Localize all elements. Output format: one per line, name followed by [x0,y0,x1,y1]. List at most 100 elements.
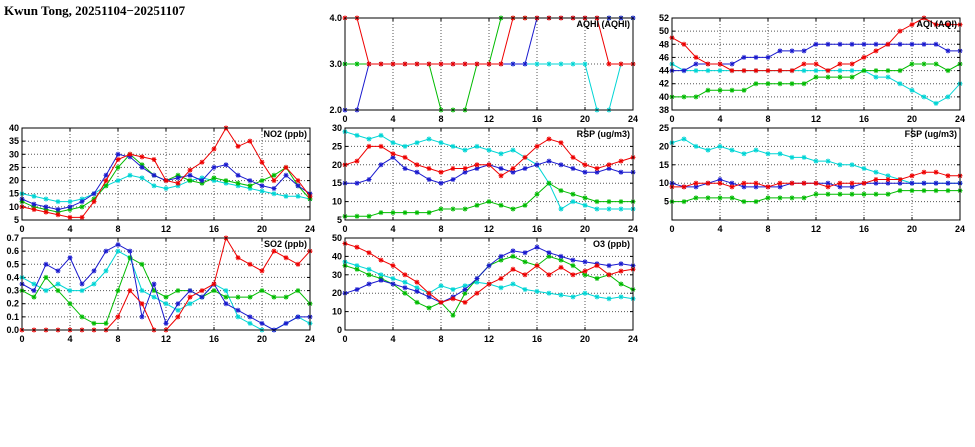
y-tick-label: 3.0 [329,59,342,69]
y-tick-label: 20 [332,288,342,298]
chart-canvas-no2: 0 4 8 12 16 20 24 5 10 15 20 25 30 35 40 NO2 (ppb) [9,123,315,234]
x-tick-label: 0 [19,334,24,344]
x-tick-label: 24 [305,334,315,344]
x-tick-label: 8 [765,224,770,234]
y-tick-label: 20 [332,160,342,170]
x-tick-label: 24 [628,224,638,234]
y-tick-label: 0.7 [6,233,19,243]
chart-canvas-o3: 0 4 8 12 16 20 24 0 10 20 30 40 50 O3 (ppb) [332,233,638,344]
chart-aqhi: 0 4 8 12 16 20 24 2.0 3.0 4.0 AQHI (AQHI) [323,12,641,126]
y-tick-label: 25 [659,123,669,133]
y-tick-label: 5 [664,197,669,207]
y-tick-label: 44 [659,66,669,76]
x-tick-label: 8 [115,334,120,344]
chart-canvas-so2: 0 4 8 12 16 20 24 0.0 0.1 0.2 0.3 0.4 0.5 0.6 0.7 SO2 (… [6,233,315,344]
x-tick-label: 20 [907,114,917,124]
y-tick-label: 46 [659,52,669,62]
y-tick-label: 30 [9,149,19,159]
x-tick-label: 0 [342,334,347,344]
chart-fsp: 0 4 8 12 16 20 24 5 10 15 20 25 FSP (ug/m3) [650,122,968,236]
y-tick-label: 50 [659,26,669,36]
y-tick-label: 0.0 [6,325,19,335]
y-tick-label: 15 [659,160,669,170]
y-tick-label: 10 [9,202,19,212]
x-tick-label: 4 [390,114,395,124]
x-tick-label: 8 [765,114,770,124]
x-tick-label: 20 [257,224,267,234]
y-tick-label: 10 [332,307,342,317]
y-tick-label: 30 [332,270,342,280]
y-tick-label: 35 [9,136,19,146]
y-tick-label: 42 [659,79,669,89]
y-tick-label: 30 [332,123,342,133]
x-tick-label: 16 [532,334,542,344]
x-tick-label: 20 [907,224,917,234]
x-tick-label: 12 [161,224,171,234]
x-tick-label: 12 [811,224,821,234]
chart-o3: 0 4 8 12 16 20 24 0 10 20 30 40 50 O3 (ppb) [323,232,641,346]
chart-title-fsp: FSP (ug/m3) [905,129,957,139]
chart-aqi: 0 4 8 12 16 20 24 38 40 42 44 46 48 50 52 AQI (AQI) [650,12,968,126]
chart-title-no2: NO2 (ppb) [264,129,308,139]
x-tick-label: 4 [717,224,722,234]
chart-title-so2: SO2 (ppb) [264,239,307,249]
y-tick-label: 20 [9,176,19,186]
x-tick-label: 4 [717,114,722,124]
y-tick-label: 20 [659,141,669,151]
x-tick-label: 16 [209,224,219,234]
y-tick-label: 40 [332,251,342,261]
chart-title-aqhi: AQHI (AQHI) [577,19,631,29]
x-tick-label: 4 [67,334,72,344]
x-tick-label: 0 [19,224,24,234]
x-tick-label: 16 [532,114,542,124]
y-tick-label: 10 [659,178,669,188]
x-tick-label: 4 [390,224,395,234]
x-tick-label: 0 [342,224,347,234]
y-tick-label: 52 [659,13,669,23]
y-tick-label: 10 [332,197,342,207]
y-tick-label: 4.0 [329,13,342,23]
x-tick-label: 16 [209,334,219,344]
series-red [669,169,963,190]
y-tick-label: 0 [337,325,342,335]
series-cyan [342,259,636,302]
y-tick-label: 0.1 [6,312,19,322]
chart-canvas-rsp: 0 4 8 12 16 20 24 5 10 15 20 25 30 RSP (ug/m3) [332,123,638,234]
x-tick-label: 4 [67,224,72,234]
x-tick-label: 24 [628,114,638,124]
y-tick-label: 40 [659,92,669,102]
x-tick-label: 20 [580,224,590,234]
x-tick-label: 16 [859,224,869,234]
y-tick-label: 40 [9,123,19,133]
y-tick-label: 25 [332,141,342,151]
x-tick-label: 8 [115,224,120,234]
x-tick-label: 20 [580,334,590,344]
y-tick-label: 5 [337,215,342,225]
y-tick-label: 0.3 [6,286,19,296]
y-tick-label: 0.4 [6,272,19,282]
x-tick-label: 24 [628,334,638,344]
x-tick-label: 24 [305,224,315,234]
chart-rsp: 0 4 8 12 16 20 24 5 10 15 20 25 30 RSP (ug/m3) [323,122,641,236]
y-tick-label: 15 [332,178,342,188]
y-tick-label: 2.0 [329,105,342,115]
x-tick-label: 12 [811,114,821,124]
x-tick-label: 24 [955,114,965,124]
chart-title-rsp: RSP (ug/m3) [577,129,630,139]
y-tick-label: 48 [659,39,669,49]
y-tick-label: 0.5 [6,259,19,269]
y-tick-label: 0.2 [6,299,19,309]
x-tick-label: 24 [955,224,965,234]
x-tick-label: 16 [859,114,869,124]
y-tick-label: 50 [332,233,342,243]
x-tick-label: 16 [532,224,542,234]
x-tick-label: 0 [342,114,347,124]
chart-title-o3: O3 (ppb) [593,239,630,249]
x-tick-label: 4 [390,334,395,344]
y-tick-label: 5 [14,215,19,225]
chart-so2: 0 4 8 12 16 20 24 0.0 0.1 0.2 0.3 0.4 0.5 0.6 0.7 SO2 (… [0,232,318,346]
x-tick-label: 8 [438,334,443,344]
x-tick-label: 0 [669,114,674,124]
series-green [669,188,963,205]
